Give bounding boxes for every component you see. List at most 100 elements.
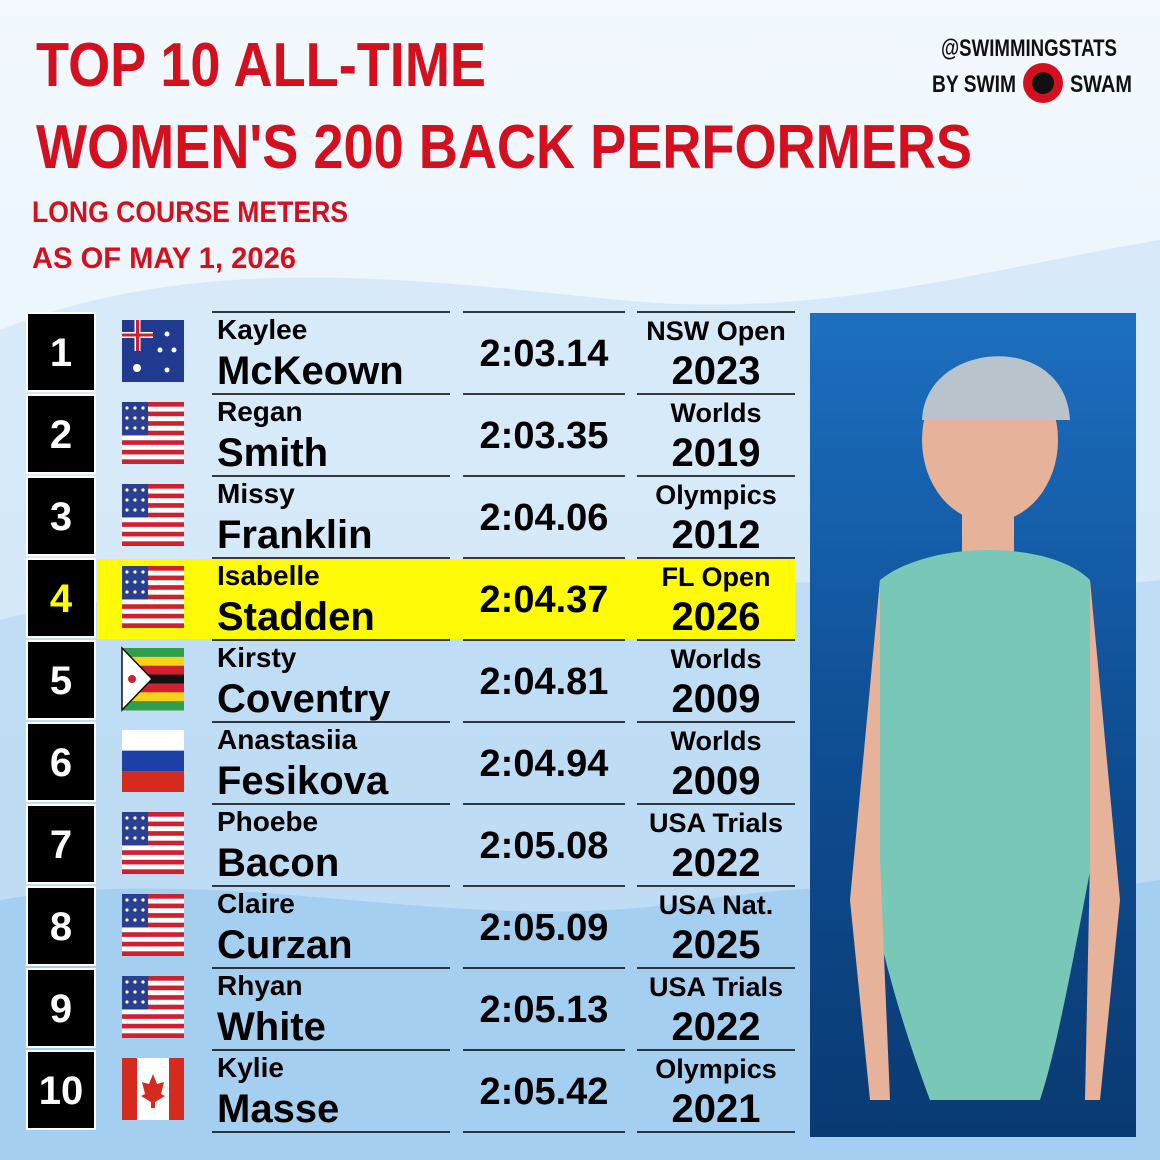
flag-part	[122, 665, 184, 676]
brand-logo	[1032, 72, 1054, 94]
meet: FL Open	[661, 562, 770, 592]
first-name: Isabelle	[217, 560, 320, 591]
last-name: Coventry	[217, 677, 391, 721]
flag-part	[122, 936, 184, 942]
flag-part	[122, 507, 184, 513]
subtitle: LONG COURSE METERS	[32, 196, 348, 229]
meet: Worlds	[670, 398, 761, 428]
flag-part	[122, 976, 184, 981]
flag-part	[122, 750, 184, 772]
flag-part	[122, 430, 184, 436]
flag-part	[122, 821, 184, 827]
flag-part	[133, 826, 137, 830]
first-name: Phoebe	[217, 806, 318, 837]
flag-part	[122, 692, 184, 702]
rank: 9	[50, 987, 72, 1031]
flag-part	[122, 850, 184, 855]
flag-part	[125, 580, 129, 584]
flag-part	[133, 364, 141, 372]
flag-part	[122, 526, 184, 532]
photo	[810, 313, 1136, 1137]
time: 2:05.42	[480, 1071, 609, 1113]
time: 2:03.35	[480, 415, 609, 457]
flag-part	[122, 903, 184, 909]
flag	[122, 566, 184, 628]
flag-part	[122, 1014, 184, 1019]
flag-part	[122, 951, 184, 956]
flag-part	[122, 449, 184, 455]
flag-part	[122, 1009, 184, 1015]
flag-part	[122, 575, 184, 581]
brand-by: BY SWIM	[932, 71, 1016, 98]
flag-part	[125, 590, 129, 594]
time: 2:04.94	[480, 743, 609, 785]
flag-part	[122, 488, 184, 494]
flag-part	[125, 498, 129, 502]
flag-part	[122, 898, 184, 904]
flag-part	[141, 426, 145, 430]
rank: 8	[50, 905, 72, 949]
time: 2:05.13	[480, 989, 609, 1031]
flag-part	[122, 908, 184, 914]
time: 2:04.37	[480, 579, 609, 621]
flag-part	[122, 566, 184, 571]
flag-part	[122, 854, 184, 860]
flag-part	[141, 1074, 165, 1108]
year: 2009	[672, 677, 761, 721]
flag-part	[141, 570, 145, 574]
flag-part	[122, 608, 184, 614]
flag-part	[133, 816, 137, 820]
flag-part	[122, 618, 184, 624]
year: 2022	[672, 841, 761, 885]
rank: 4	[50, 577, 73, 621]
flag-part	[122, 835, 184, 841]
rank-box	[26, 968, 96, 1048]
flag-part	[141, 498, 145, 502]
flag-part	[122, 402, 184, 407]
rank: 5	[50, 659, 72, 703]
flag-part	[122, 498, 184, 504]
flag-part	[125, 570, 129, 574]
meet: NSW Open	[646, 316, 786, 346]
flag-part	[136, 320, 139, 351]
flag-part	[133, 918, 137, 922]
first-name: Kaylee	[217, 314, 307, 345]
brand-name: SWAM	[1070, 71, 1132, 98]
flag-part	[122, 536, 184, 542]
flag-part	[122, 1004, 184, 1010]
flag-part	[164, 367, 170, 373]
flag-part	[122, 941, 184, 947]
flag-part	[122, 701, 184, 711]
year: 2021	[672, 1087, 761, 1131]
flag-part	[122, 444, 184, 450]
flag-part	[128, 675, 136, 683]
flag-part	[122, 674, 184, 684]
flag-part	[122, 589, 184, 595]
flag-part	[141, 990, 145, 994]
rank: 10	[39, 1069, 84, 1113]
first-name: Anastasiia	[217, 724, 357, 755]
flag-part	[122, 1023, 184, 1029]
flag-part	[122, 990, 184, 996]
flag-part	[141, 406, 145, 410]
flag-part	[125, 508, 129, 512]
flag-part	[141, 590, 145, 594]
flag	[122, 730, 184, 792]
rank: 3	[50, 495, 72, 539]
flag	[121, 646, 184, 712]
flag	[122, 402, 184, 464]
last-name: Curzan	[217, 923, 353, 967]
last-name: Fesikova	[217, 759, 389, 803]
time: 2:05.09	[480, 907, 609, 949]
flag-part	[125, 908, 129, 912]
flag-part	[133, 580, 137, 584]
flag-part	[133, 406, 137, 410]
flag-part	[122, 922, 184, 928]
flag-part	[122, 454, 184, 460]
